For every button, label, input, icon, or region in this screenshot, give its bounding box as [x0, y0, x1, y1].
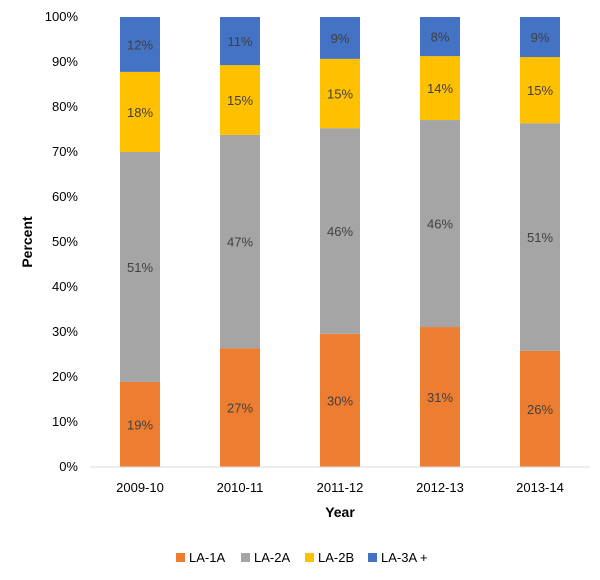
bar-segment-la-2a	[320, 128, 360, 334]
y-tick-label: 30%	[52, 324, 78, 339]
bar-segment-la-1a	[220, 348, 260, 467]
data-label: 9%	[531, 30, 550, 45]
bar-segment-la-2b	[320, 58, 360, 129]
data-label: 9%	[331, 31, 350, 46]
x-axis-label: Year	[325, 504, 355, 520]
legend-swatch	[368, 553, 377, 562]
y-tick-label: 90%	[52, 54, 78, 69]
legend-swatch	[305, 553, 314, 562]
y-tick-label: 60%	[52, 189, 78, 204]
x-axis-ticks: 2009-10 2010-11 2011-12 2012-13 2013-14	[116, 480, 564, 495]
legend-label: LA-1A	[189, 550, 225, 565]
bar-segment-la-3a	[520, 17, 560, 58]
bar-segment-la-1a	[520, 350, 560, 467]
y-tick-label: 80%	[52, 99, 78, 114]
bar-segment-la-2b	[120, 71, 160, 152]
data-label: 12%	[127, 37, 153, 52]
data-label: 18%	[127, 105, 153, 120]
bar-segment-la-2a	[420, 120, 460, 328]
bar-segment-la-3a	[320, 17, 360, 59]
x-tick-label: 2010-11	[217, 480, 264, 495]
bar-segment-la-2a	[120, 152, 160, 382]
y-tick-label: 40%	[52, 279, 78, 294]
data-label: 46%	[427, 217, 453, 232]
data-label: 46%	[327, 224, 353, 239]
x-tick-label: 2012-13	[416, 480, 464, 495]
legend-swatch	[176, 553, 185, 562]
bars: 19% 51% 18% 12% 27% 47% 15% 11% 30% 46% 15% 9% 31% 46…	[120, 17, 560, 467]
x-tick-label: 2009-10	[116, 480, 164, 495]
legend-label: LA-2B	[318, 550, 354, 565]
y-tick-label: 20%	[52, 369, 78, 384]
data-label: 47%	[227, 235, 253, 250]
bar-segment-la-1a	[120, 381, 160, 467]
data-label: 15%	[527, 83, 553, 98]
bar-segment-la-1a	[320, 333, 360, 467]
legend-label: LA-3A +	[381, 550, 428, 565]
bar-segment-la-2b	[420, 56, 460, 121]
bar-segment-la-3a	[420, 17, 460, 57]
data-label: 15%	[227, 93, 253, 108]
data-label: 11%	[227, 34, 252, 49]
data-label: 31%	[427, 390, 453, 405]
x-tick-label: 2013-14	[516, 480, 564, 495]
y-tick-label: 70%	[52, 144, 78, 159]
data-label: 51%	[527, 230, 553, 245]
data-label: 30%	[327, 393, 353, 408]
legend-swatch	[241, 553, 250, 562]
data-label: 8%	[431, 30, 450, 45]
bar-segment-la-2a	[220, 134, 260, 349]
y-axis-label: Percent	[19, 216, 35, 268]
data-label: 27%	[227, 401, 253, 416]
data-label: 14%	[427, 81, 453, 96]
bar-segment-la-2b	[220, 65, 260, 135]
bar-segment-la-2b	[520, 57, 560, 124]
y-tick-label: 50%	[52, 234, 78, 249]
y-tick-label: 100%	[45, 9, 79, 24]
bar-segment-la-3a	[220, 17, 260, 66]
data-label: 51%	[127, 260, 153, 275]
legend-label: LA-2A	[254, 550, 290, 565]
legend: LA-1A LA-2A LA-2B LA-3A +	[176, 550, 428, 565]
bar-segment-la-1a	[420, 327, 460, 467]
y-axis-ticks: 0% 10% 20% 30% 40% 50% 60% 70% 80% 90% 100%	[45, 9, 79, 474]
data-label: 26%	[527, 402, 553, 417]
y-tick-label: 10%	[52, 414, 78, 429]
bar-segment-la-2a	[520, 123, 560, 351]
bar-segment-la-3a	[120, 17, 160, 72]
data-label: 19%	[127, 417, 153, 432]
x-tick-label: 2011-12	[317, 480, 364, 495]
y-tick-label: 0%	[59, 459, 78, 474]
data-label: 15%	[327, 87, 353, 102]
